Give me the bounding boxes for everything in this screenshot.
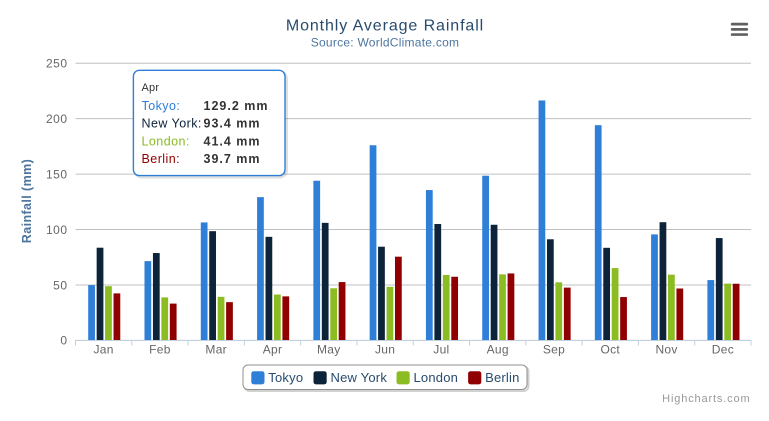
svg-text:50: 50: [53, 278, 67, 292]
svg-text:New York: New York: [331, 370, 388, 385]
svg-text:Feb: Feb: [149, 343, 171, 357]
svg-text:39.7 mm: 39.7 mm: [204, 152, 261, 166]
svg-text:London:: London:: [142, 134, 190, 148]
svg-text:Rainfall (mm): Rainfall (mm): [20, 159, 34, 243]
svg-text:Apr: Apr: [142, 82, 160, 94]
svg-text:93.4 mm: 93.4 mm: [204, 117, 261, 131]
svg-text:41.4 mm: 41.4 mm: [204, 134, 261, 148]
svg-text:New York:: New York:: [142, 117, 202, 131]
svg-text:129.2 mm: 129.2 mm: [204, 99, 269, 113]
svg-text:Oct: Oct: [601, 343, 621, 357]
svg-text:Berlin: Berlin: [485, 370, 519, 385]
svg-text:Berlin:: Berlin:: [142, 152, 181, 166]
svg-text:Apr: Apr: [263, 343, 283, 357]
svg-text:0: 0: [60, 334, 67, 348]
svg-text:Highcharts.com: Highcharts.com: [662, 393, 750, 405]
svg-text:London: London: [414, 370, 459, 385]
svg-text:150: 150: [46, 167, 68, 181]
svg-text:Source: WorldClimate.com: Source: WorldClimate.com: [311, 36, 460, 50]
svg-text:Aug: Aug: [487, 343, 509, 357]
svg-text:Sep: Sep: [543, 343, 565, 357]
svg-text:Tokyo:: Tokyo:: [142, 99, 181, 113]
svg-text:May: May: [317, 343, 341, 357]
svg-text:Nov: Nov: [655, 343, 677, 357]
svg-text:Jul: Jul: [433, 343, 449, 357]
svg-text:Tokyo: Tokyo: [268, 370, 303, 385]
svg-text:Dec: Dec: [712, 343, 734, 357]
svg-text:Jan: Jan: [93, 343, 113, 357]
svg-text:Jun: Jun: [375, 343, 395, 357]
svg-text:Monthly Average Rainfall: Monthly Average Rainfall: [286, 18, 484, 35]
svg-text:200: 200: [46, 112, 68, 126]
svg-text:Mar: Mar: [205, 343, 227, 357]
svg-text:250: 250: [46, 57, 68, 71]
svg-text:100: 100: [46, 223, 68, 237]
